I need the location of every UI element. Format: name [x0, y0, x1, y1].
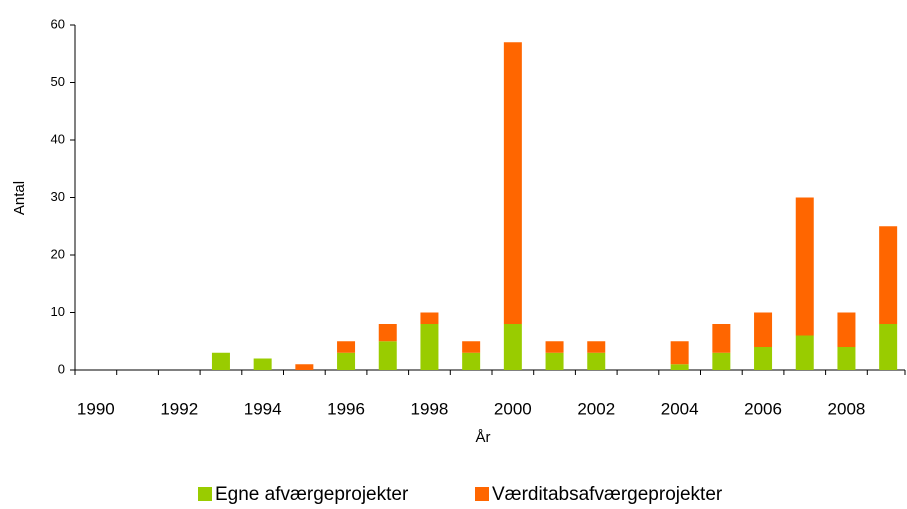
bar-segment: [754, 347, 773, 370]
bar-segment: [879, 226, 898, 324]
bar-segment: [295, 364, 314, 370]
y-tick-label: 40: [51, 131, 65, 146]
bar-segment: [378, 324, 397, 342]
bar-segment: [795, 335, 814, 370]
bar-segment: [670, 341, 689, 365]
bar-segment: [503, 42, 522, 324]
y-tick-label: 60: [51, 16, 65, 31]
x-tick-label: 1992: [160, 399, 198, 418]
bar-segment: [712, 352, 731, 370]
bar-segment: [587, 341, 606, 353]
bar-segment: [754, 312, 773, 347]
bar-segment: [420, 324, 439, 370]
bar-segment: [879, 324, 898, 370]
x-axis-title: År: [476, 429, 491, 446]
bar-segment: [253, 358, 272, 370]
bar-segment: [211, 352, 230, 370]
y-tick-label: 50: [51, 74, 65, 89]
legend-swatch: [475, 487, 489, 501]
legend-label: Egne afværgeprojekter: [215, 484, 409, 505]
y-tick-label: 0: [58, 361, 65, 376]
x-tick-label: 1996: [327, 399, 365, 418]
bar-segment: [670, 364, 689, 370]
bar-segment: [462, 352, 481, 370]
bar-segment: [462, 341, 481, 353]
legend-swatch: [198, 487, 212, 501]
bar-segment: [337, 341, 356, 353]
y-axis-title: Antal: [11, 181, 28, 215]
bar-segment: [837, 312, 856, 347]
x-tick-label: 2004: [661, 399, 699, 418]
x-tick-label: 1998: [411, 399, 449, 418]
bar-segment: [587, 352, 606, 370]
bar-segment: [545, 352, 564, 370]
legend-label: Værditabsafværgeprojekter: [492, 484, 723, 505]
x-tick-label: 2008: [828, 399, 866, 418]
x-tick-label: 1990: [77, 399, 115, 418]
bar-segment: [337, 352, 356, 370]
y-tick-label: 10: [51, 304, 65, 319]
bar-segment: [712, 324, 731, 353]
y-tick-label: 20: [51, 246, 65, 261]
bar-segment: [795, 197, 814, 336]
x-tick-label: 2000: [494, 399, 532, 418]
x-tick-label: 2002: [577, 399, 615, 418]
x-tick-label: 1994: [244, 399, 282, 418]
bar-segment: [545, 341, 564, 353]
bar-segment: [503, 324, 522, 370]
bar-segment: [837, 347, 856, 370]
bar-segment: [420, 312, 439, 324]
x-tick-label: 2006: [744, 399, 782, 418]
bar-segment: [378, 341, 397, 370]
y-tick-label: 30: [51, 189, 65, 204]
